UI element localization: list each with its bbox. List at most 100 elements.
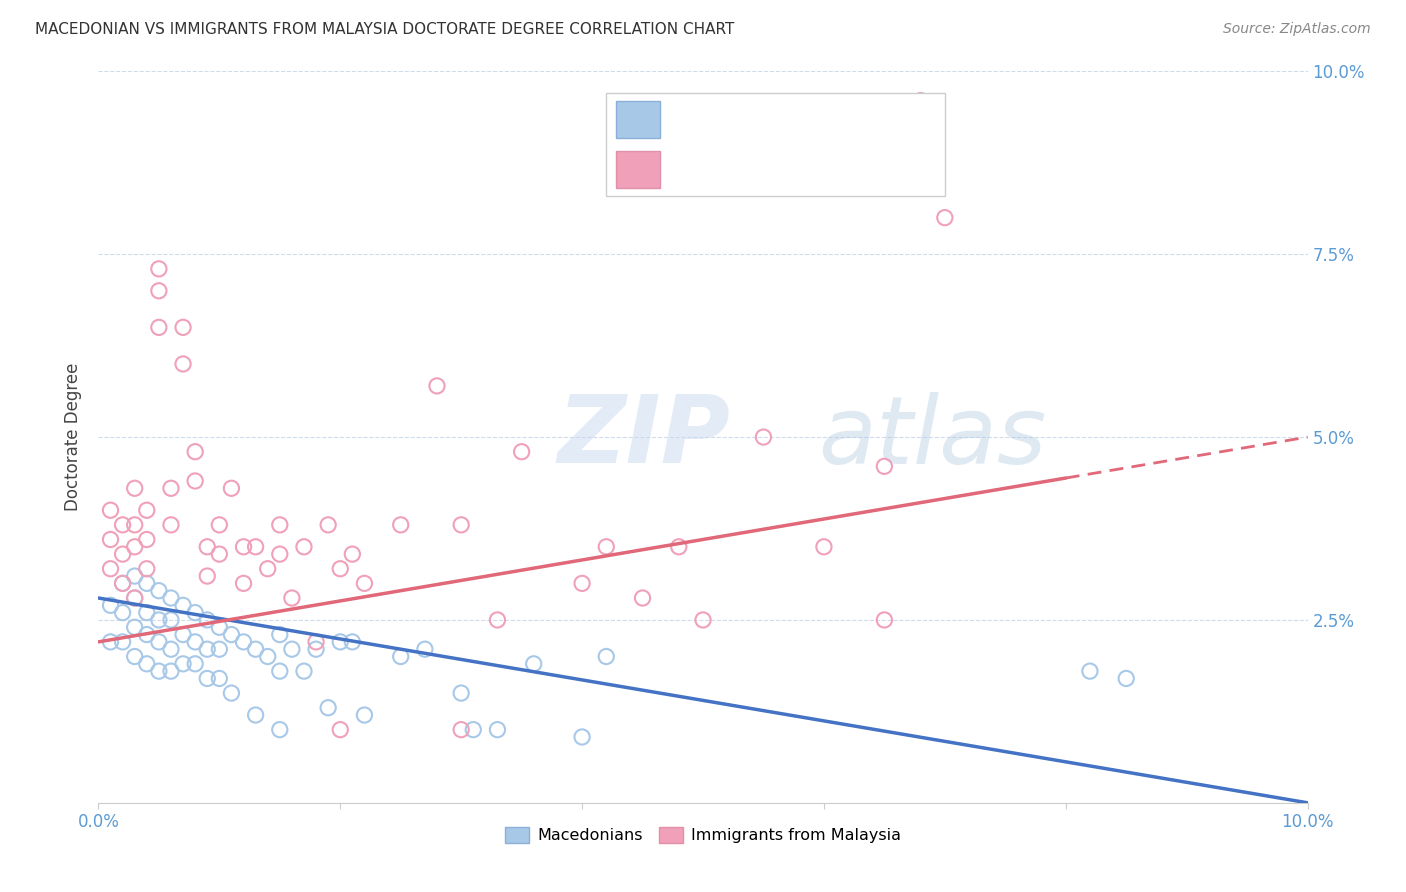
- Point: [124, 540, 146, 554]
- Point: [124, 591, 146, 605]
- Point: [111, 576, 134, 591]
- Point: [256, 649, 278, 664]
- Point: [353, 576, 375, 591]
- Point: [124, 620, 146, 634]
- Point: [245, 642, 267, 657]
- Point: [269, 664, 291, 678]
- Text: ZIP: ZIP: [558, 391, 731, 483]
- Point: [160, 613, 183, 627]
- Point: [269, 517, 291, 532]
- Point: [195, 613, 218, 627]
- Point: [305, 642, 328, 657]
- Point: [463, 723, 485, 737]
- Point: [111, 635, 134, 649]
- Point: [172, 320, 194, 334]
- Point: [316, 700, 339, 714]
- Point: [100, 562, 122, 576]
- Point: [184, 444, 207, 458]
- Point: [100, 533, 122, 547]
- Point: [1115, 672, 1137, 686]
- Point: [450, 723, 472, 737]
- Point: [135, 503, 157, 517]
- Point: [353, 708, 375, 723]
- Point: [329, 562, 352, 576]
- Point: [195, 569, 218, 583]
- Point: [135, 627, 157, 641]
- Point: [160, 591, 183, 605]
- Point: [172, 657, 194, 671]
- Point: [172, 357, 194, 371]
- Point: [245, 708, 267, 723]
- Point: [571, 730, 593, 744]
- Point: [100, 599, 122, 613]
- Point: [292, 540, 315, 554]
- Point: [426, 379, 449, 393]
- Point: [595, 649, 617, 664]
- Point: [100, 635, 122, 649]
- Point: [910, 94, 932, 108]
- Point: [329, 635, 352, 649]
- Point: [135, 533, 157, 547]
- Point: [873, 613, 896, 627]
- Point: [195, 642, 218, 657]
- Point: [148, 583, 170, 598]
- Point: [208, 642, 231, 657]
- Point: [195, 540, 218, 554]
- Point: [510, 444, 533, 458]
- Point: [450, 517, 472, 532]
- Point: [571, 576, 593, 591]
- Text: MACEDONIAN VS IMMIGRANTS FROM MALAYSIA DOCTORATE DEGREE CORRELATION CHART: MACEDONIAN VS IMMIGRANTS FROM MALAYSIA D…: [35, 22, 734, 37]
- Point: [124, 591, 146, 605]
- Point: [232, 540, 254, 554]
- Point: [486, 613, 509, 627]
- Point: [595, 540, 617, 554]
- Text: Source: ZipAtlas.com: Source: ZipAtlas.com: [1223, 22, 1371, 37]
- Point: [172, 599, 194, 613]
- Point: [148, 320, 170, 334]
- Point: [148, 613, 170, 627]
- Point: [148, 284, 170, 298]
- Point: [692, 613, 714, 627]
- Point: [221, 481, 243, 495]
- Point: [292, 664, 315, 678]
- Point: [208, 547, 231, 561]
- Point: [111, 517, 134, 532]
- Legend: Macedonians, Immigrants from Malaysia: Macedonians, Immigrants from Malaysia: [499, 821, 907, 850]
- Point: [160, 481, 183, 495]
- Point: [172, 627, 194, 641]
- Point: [486, 723, 509, 737]
- Point: [124, 481, 146, 495]
- Point: [100, 503, 122, 517]
- Point: [813, 540, 835, 554]
- Point: [389, 649, 412, 664]
- Y-axis label: Doctorate Degree: Doctorate Degree: [65, 363, 83, 511]
- Point: [329, 723, 352, 737]
- Point: [934, 211, 956, 225]
- Point: [111, 606, 134, 620]
- Point: [135, 576, 157, 591]
- Point: [184, 606, 207, 620]
- Point: [523, 657, 546, 671]
- Point: [305, 635, 328, 649]
- Point: [389, 517, 412, 532]
- Point: [281, 642, 304, 657]
- Point: [124, 569, 146, 583]
- Point: [184, 635, 207, 649]
- Point: [208, 672, 231, 686]
- Point: [281, 591, 304, 605]
- Point: [256, 562, 278, 576]
- Point: [208, 620, 231, 634]
- Point: [195, 672, 218, 686]
- Point: [316, 517, 339, 532]
- Point: [148, 261, 170, 276]
- Point: [135, 562, 157, 576]
- Point: [668, 540, 690, 554]
- Point: [111, 547, 134, 561]
- Point: [124, 517, 146, 532]
- Point: [124, 649, 146, 664]
- Point: [221, 627, 243, 641]
- Point: [184, 474, 207, 488]
- Point: [184, 657, 207, 671]
- Point: [631, 591, 654, 605]
- Point: [111, 576, 134, 591]
